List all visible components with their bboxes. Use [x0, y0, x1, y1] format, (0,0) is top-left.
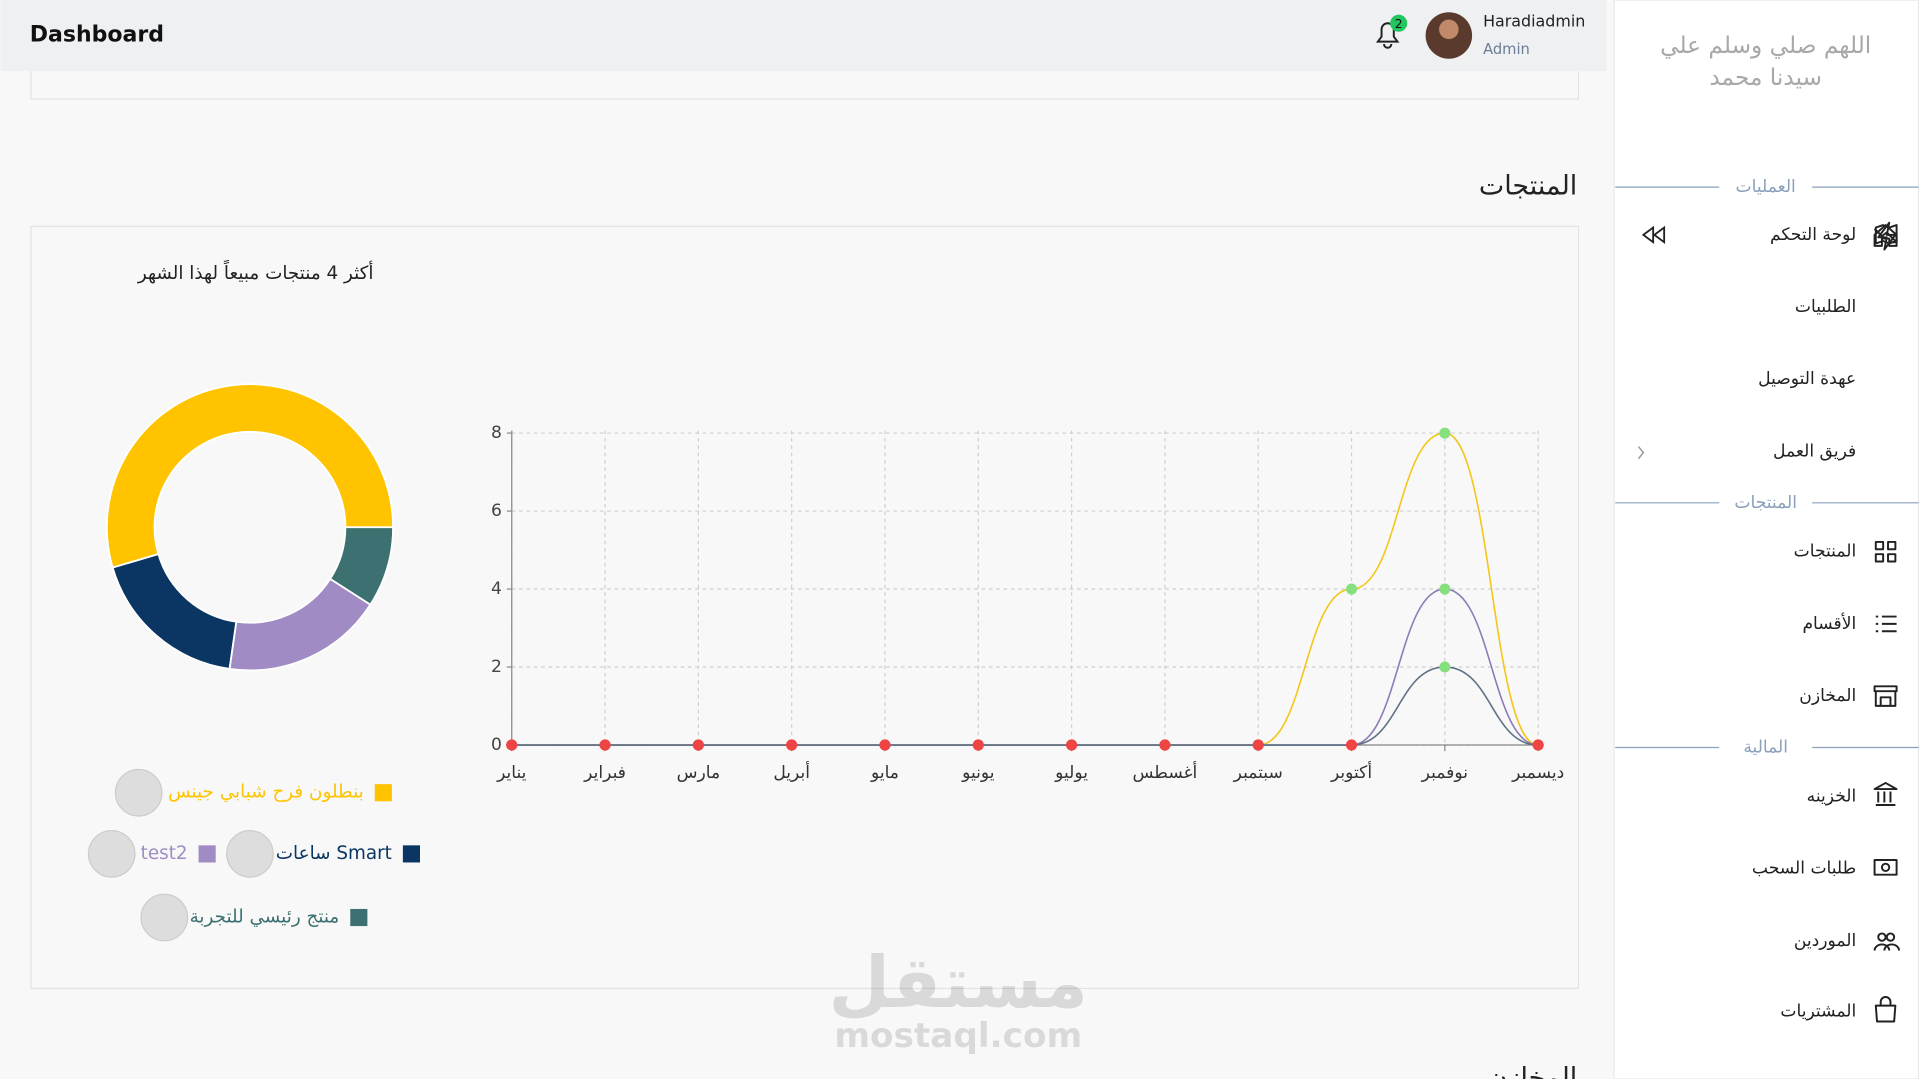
donut-slice — [328, 526, 395, 606]
marker — [1252, 739, 1264, 751]
menu-icon — [1873, 781, 1898, 806]
legend-label: ساعات Smart — [276, 843, 392, 864]
menu-item[interactable]: الطلبيات — [1795, 297, 1856, 317]
badge-count: 2 — [1395, 17, 1403, 31]
menu-icon — [1873, 228, 1898, 244]
header — [0, 0, 1607, 71]
product-image — [114, 768, 163, 817]
x-tick-label: أغسطس — [1133, 761, 1198, 783]
product-image — [226, 830, 274, 878]
dua-line: سيدنا محمد — [1709, 64, 1822, 91]
menu-item[interactable]: المخازن — [1799, 686, 1856, 706]
y-tick-label: 8 — [491, 423, 502, 443]
x-tick-label: أبريل — [773, 761, 810, 783]
x-tick-label: ديسمبر — [1511, 763, 1564, 783]
marker — [879, 739, 891, 751]
next-section-title: المخازن — [1488, 1063, 1578, 1079]
product-image — [140, 893, 189, 942]
line-chart: 0 2 4 6 8 يناير فبراير مارس أبريل مايو يونيو يوليو أ… — [491, 423, 1564, 783]
menu-item[interactable]: الموردين — [1794, 931, 1856, 951]
x-tick-label: مارس — [677, 763, 721, 783]
chart-title: أكثر 4 منتجات مبيعاً لهذا الشهر — [137, 259, 374, 284]
badge — [1390, 14, 1408, 32]
menu-item[interactable]: طلبات السحب — [1752, 859, 1856, 879]
avatar-face — [1439, 19, 1459, 40]
y-tick-label: 2 — [491, 657, 502, 677]
sidebar — [1613, 0, 1919, 1079]
legend-swatch — [350, 908, 368, 927]
watermark: mostaql.com — [834, 1016, 1082, 1056]
donut-slice — [105, 383, 395, 569]
legend-label: منتج رئيسي للتجربة — [190, 907, 340, 928]
user-role: Admin — [1483, 41, 1530, 58]
menu-item[interactable]: عهدة التوصيل — [1758, 369, 1856, 389]
marker — [1346, 583, 1358, 595]
legend-swatch — [198, 845, 216, 863]
menu-item[interactable]: المشتريات — [1780, 1002, 1856, 1022]
menu-icon — [1877, 221, 1897, 251]
section-header: المالية — [1743, 737, 1788, 757]
marker — [599, 739, 611, 751]
menu-item[interactable]: فريق العمل — [1773, 441, 1856, 461]
marker — [1346, 739, 1358, 751]
donut-chart: بنطلون فرح شبابي جينس ساعات Smart test2 منت… — [87, 383, 420, 942]
marker — [786, 739, 798, 751]
marker — [1532, 739, 1544, 751]
x-tick-label: سبتمبر — [1233, 763, 1283, 783]
legend-swatch — [374, 784, 392, 802]
menu-item[interactable]: لوحة التحكم — [1770, 225, 1856, 245]
chevron[interactable] — [1637, 446, 1645, 460]
card — [30, 225, 1580, 990]
menu-icon — [1874, 540, 1897, 563]
marker — [692, 739, 704, 751]
menu-icon — [1875, 615, 1897, 633]
user-name: Haradiadmin — [1483, 12, 1585, 31]
legend-swatch — [402, 845, 420, 863]
section-header: المنتجات — [1734, 493, 1797, 513]
x-tick-label: يونيو — [961, 763, 995, 783]
y-tick-label: 6 — [491, 501, 502, 521]
bell-icon[interactable] — [1375, 22, 1400, 49]
x-tick-label: فبراير — [583, 763, 626, 783]
x-tick-label: يناير — [496, 763, 527, 783]
y-tick-label: 4 — [491, 579, 502, 599]
dua-line: اللهم صلي وسلم علي — [1660, 32, 1871, 59]
marker — [1066, 739, 1078, 751]
marker — [506, 739, 518, 751]
marker — [1439, 427, 1451, 439]
menu-item[interactable]: الأقسام — [1802, 612, 1856, 634]
menu-icon — [1874, 996, 1897, 1023]
menu-icon — [1873, 685, 1898, 707]
x-tick-label: نوفمبر — [1421, 763, 1468, 783]
marker — [1439, 583, 1451, 595]
menu-item[interactable]: الخزينه — [1807, 786, 1857, 806]
collapse-icon[interactable] — [1641, 225, 1666, 245]
product-image — [87, 830, 136, 878]
section-header: العمليات — [1736, 177, 1796, 197]
legend-label: بنطلون فرح شبابي جينس — [168, 782, 364, 803]
sidebar-menu: العمليات لوحة التحكم الطلبيات عهدة التوصيل ف… — [1615, 177, 1919, 1023]
x-tick-label: يوليو — [1054, 763, 1088, 783]
marker — [972, 739, 984, 751]
legend-label: test2 — [141, 843, 188, 864]
header-title: Dashboard — [30, 22, 164, 47]
menu-icon — [1873, 932, 1901, 951]
marker — [1159, 739, 1171, 751]
marker — [1439, 661, 1451, 673]
x-tick-label: أكتوبر — [1330, 761, 1372, 783]
section-title: المنتجات — [1479, 171, 1577, 202]
menu-item[interactable]: المنتجات — [1794, 542, 1857, 562]
menu-icon — [1873, 859, 1898, 876]
watermark: مستقل — [829, 941, 1088, 1024]
x-tick-label: مايو — [870, 763, 899, 783]
bell[interactable]: 2 — [1375, 14, 1408, 49]
y-tick-label: 0 — [491, 735, 502, 755]
